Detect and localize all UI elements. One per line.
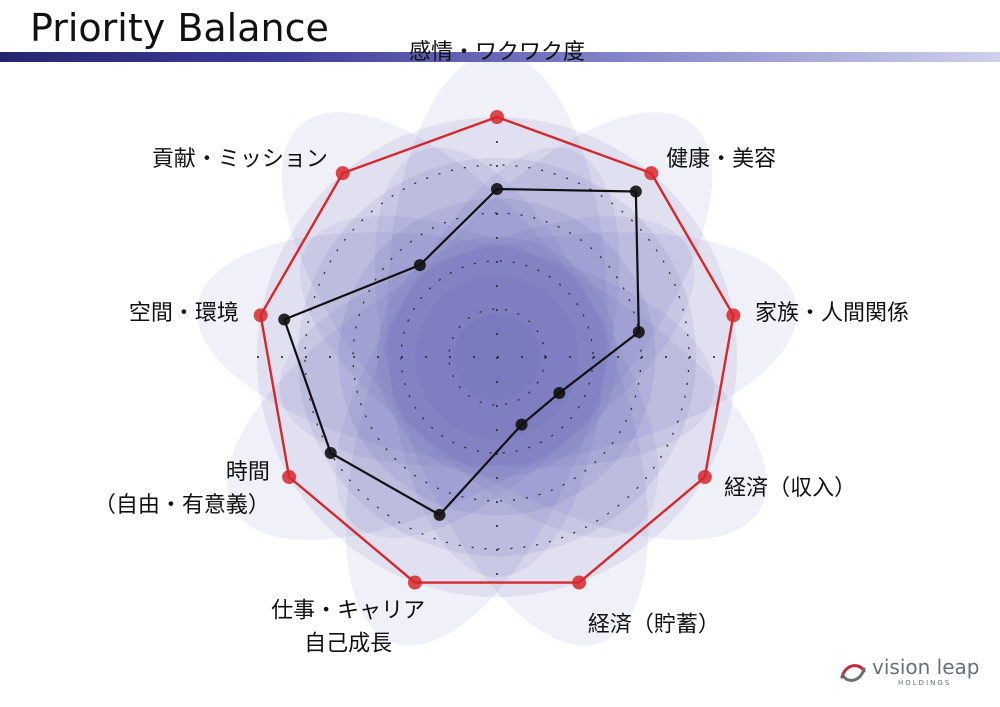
radar-point xyxy=(629,185,642,198)
radar-axis-label: 健康・美容 xyxy=(666,147,776,172)
radar-axis-label-line: 家族・人間関係 xyxy=(755,301,909,326)
radar-axis-label-line: （自由・有意義） xyxy=(94,493,270,518)
radar-axis-label-line: 経済（収入） xyxy=(724,476,856,501)
radar-axis-label-line: 経済（貯蓄） xyxy=(588,612,720,637)
radar-point xyxy=(572,575,587,590)
radar-point xyxy=(644,166,659,181)
radar-point xyxy=(490,110,504,124)
radar-axis-label: 仕事・キャリア自己成長 xyxy=(271,598,425,656)
company-logo: vision leap HOLDINGS xyxy=(838,653,980,693)
radar-series-line xyxy=(259,115,735,584)
radar-axis-label-line: 時間 xyxy=(226,460,270,485)
radar-point xyxy=(407,575,422,590)
radar-axis-label: 空間・環境 xyxy=(129,301,239,326)
radar-series-layer xyxy=(253,110,741,590)
radar-point xyxy=(697,470,712,484)
radar-axis-label: 感情・ワクワク度 xyxy=(409,40,585,65)
radar-axis-label-line: 健康・美容 xyxy=(666,147,776,172)
radar-point xyxy=(491,183,503,195)
radar-point xyxy=(433,508,446,521)
radar-point xyxy=(278,313,291,326)
radar-axis-label-line: 自己成長 xyxy=(304,631,392,656)
radar-petal xyxy=(281,112,659,538)
logo-sub-text: HOLDINGS xyxy=(898,679,952,687)
radar-axis-label: 経済（収入） xyxy=(724,476,856,501)
radar-petal xyxy=(335,112,713,538)
title-underline-bar xyxy=(0,52,1000,62)
radar-axis-label-line: 仕事・キャリア xyxy=(271,598,425,623)
radar-axis-label: 時間 （自由・有意義） xyxy=(94,460,270,518)
radar-petal xyxy=(227,216,695,540)
radar-axis-label: 貢献・ミッション xyxy=(152,147,328,172)
radar-axis-label-line: 空間・環境 xyxy=(129,301,239,326)
radar-point xyxy=(413,259,426,272)
radar-axis-label-line: 貢献・ミッション xyxy=(152,147,328,172)
radar-point xyxy=(726,308,741,323)
radar-grid-rings xyxy=(257,117,737,597)
radar-petal xyxy=(387,53,607,577)
page-title: Priority Balance xyxy=(30,6,329,50)
radar-petal xyxy=(299,216,767,540)
logo-swirl-icon xyxy=(840,664,866,682)
radar-point xyxy=(632,325,645,338)
radar-petal xyxy=(196,232,715,468)
radar-point xyxy=(253,308,268,323)
radar-axis-label-line: 感情・ワクワク度 xyxy=(409,40,585,65)
logo-brand-text: vision leap xyxy=(872,655,980,679)
radar-petal xyxy=(279,232,798,468)
radar-axis-label: 経済（貯蓄） xyxy=(588,612,720,637)
radar-series-line xyxy=(282,187,640,517)
radar-axis-label: 家族・人間関係 xyxy=(755,301,909,326)
radar-point xyxy=(335,166,350,181)
radar-petal xyxy=(374,147,649,646)
radar-point xyxy=(282,470,297,484)
radar-petal xyxy=(345,147,620,646)
radar-point xyxy=(324,447,337,459)
radar-point xyxy=(515,418,528,431)
radar-point xyxy=(553,387,566,399)
